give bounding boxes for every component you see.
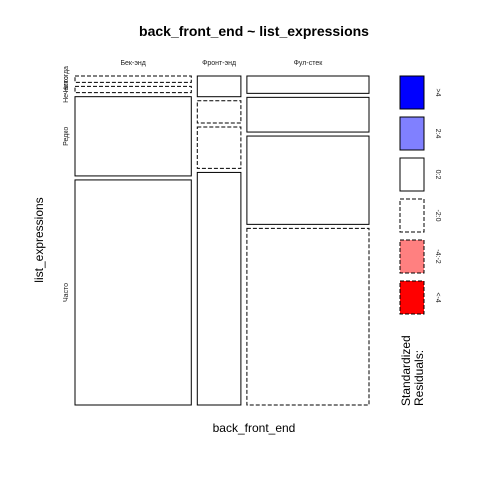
chart-title: back_front_end ~ list_expressions [139,23,369,39]
row-label: Нечасто [63,76,70,103]
legend-swatch [399,75,425,110]
mosaic-cell [74,179,192,406]
mosaic-cell [246,96,370,133]
mosaic-cell [74,75,192,83]
legend-label: -2:0 [434,209,441,221]
row-label: Часто [63,283,70,302]
legend-title-line-1: Standardized [399,335,413,406]
legend-swatch [399,198,425,233]
mosaic-cell [196,126,242,169]
column-label: Фул-стек [294,60,324,67]
column-label: Фронт-энд [202,60,236,67]
mosaic-cell [74,96,192,177]
residuals-legend: >4 2:4 0:2 -2:0 -4:-2 <-4 [399,75,441,315]
y-axis-label: list_expressions [32,197,46,282]
row-label: Редко [63,127,70,146]
legend-swatch [399,157,425,192]
mosaic-cell [196,75,242,98]
mosaic-cell [246,227,370,406]
legend-swatch [399,239,425,274]
column-label: Бек-энд [120,60,145,67]
legend-swatch [399,280,425,315]
legend-label: <-4 [434,292,441,302]
legend-label: >4 [434,89,441,97]
row-label: Никогда [63,66,70,92]
legend-swatch [399,116,425,151]
legend-label: 2:4 [434,129,441,139]
mosaic-cell [196,171,242,406]
mosaic-cell [74,85,192,94]
mosaic-cell [196,100,242,124]
legend-title: Standardized Residuals: [399,332,426,406]
x-axis-label: back_front_end [213,421,296,435]
legend-title-line-2: Residuals: [412,350,426,406]
legend-label: 0:2 [434,170,441,180]
mosaic-cells [74,75,370,406]
mosaic-cell [246,135,370,225]
legend-label: -4:-2 [434,249,441,264]
column-labels: Бек-энд Фронт-энд Фул-стек [120,60,323,67]
mosaic-cell [246,75,370,94]
